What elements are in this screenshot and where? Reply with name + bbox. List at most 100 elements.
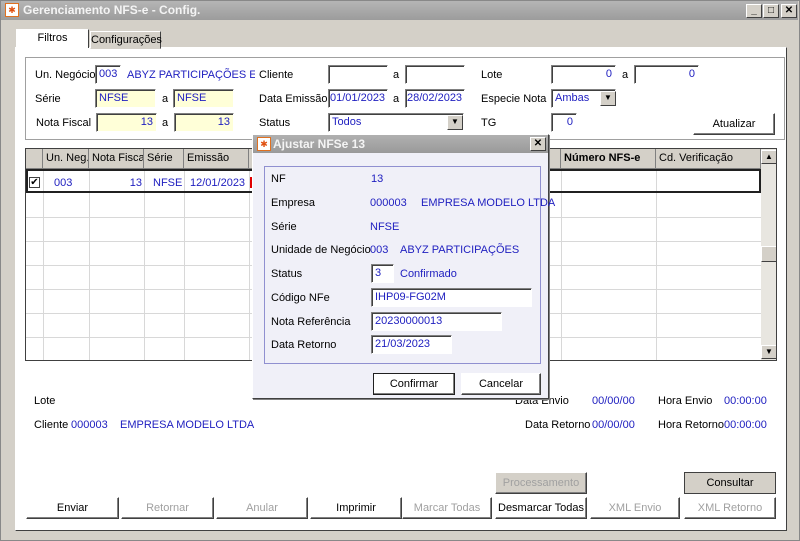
nota-referencia-input[interactable]: 20230000013 — [371, 312, 502, 331]
serie-value: NFSE — [370, 221, 400, 233]
column-header-serie[interactable]: Série — [144, 149, 184, 169]
to-label: a — [622, 69, 629, 81]
column-header-un-neg[interactable]: Un. Neg. — [43, 149, 89, 169]
column-header-check — [26, 149, 43, 169]
scroll-up-icon[interactable]: ▲ — [761, 150, 776, 164]
chevron-down-icon[interactable]: ▼ — [447, 115, 463, 130]
scroll-thumb[interactable] — [761, 246, 776, 262]
processamento-button[interactable]: Processamento — [495, 472, 587, 494]
minimize-button[interactable]: _ — [746, 4, 762, 18]
serie-from-input[interactable]: NFSE — [95, 89, 156, 108]
data-retorno-value: 00/00/00 — [592, 419, 635, 431]
marcar-todas-button[interactable]: Marcar Todas — [402, 497, 492, 519]
status-label: Status — [271, 268, 303, 280]
retornar-button[interactable]: Retornar — [121, 497, 214, 519]
tab-configuracoes[interactable]: Configurações — [90, 31, 162, 49]
scroll-down-icon[interactable]: ▼ — [761, 345, 776, 359]
ajustar-nfse-dialog: Ajustar NFSe 13 ✱ ✕ NF 13 Empresa 000003… — [252, 134, 555, 399]
column-header-numero-nfse[interactable]: Número NFS-e — [561, 149, 656, 169]
data-retorno-label: Data Retorno — [271, 339, 337, 351]
lote-detail-label: Lote — [34, 395, 56, 407]
data-emissao-label: Data Emissão — [259, 93, 328, 105]
row-checkbox[interactable]: ✔ — [29, 177, 40, 188]
un-negocio-name: ABYZ PARTICIPAÇÕES E INV — [127, 69, 255, 81]
column-header-nota-fiscal[interactable]: Nota Fiscal — [89, 149, 144, 169]
data-retorno-label: Data Retorno — [525, 419, 591, 431]
status-select[interactable]: Todos — [328, 113, 464, 132]
serie-to-input[interactable]: NFSE — [173, 89, 234, 108]
enviar-button[interactable]: Enviar — [26, 497, 119, 519]
cliente-label: Cliente — [259, 69, 294, 81]
cliente-to-input[interactable] — [405, 65, 465, 84]
title-bar[interactable]: Gerenciamento NFS-e - Config. — [1, 1, 798, 20]
tab-filtros[interactable]: Filtros — [16, 29, 89, 48]
codigo-label: Código NFe — [271, 292, 330, 304]
serie-label: Série — [35, 93, 61, 105]
un-negocio-label: Un. Negócio — [35, 69, 96, 81]
column-header-emissao[interactable]: Emissão — [184, 149, 249, 169]
anular-button[interactable]: Anular — [216, 497, 308, 519]
status-label: Status — [259, 117, 291, 129]
dialog-title: Ajustar NFSe 13 — [273, 137, 366, 151]
nota-from-input[interactable]: 13 — [96, 113, 157, 132]
unidade-name: ABYZ PARTICIPAÇÕES — [400, 244, 520, 256]
consultar-protocolo-button[interactable]: Consultar Protocolo — [684, 472, 776, 509]
to-label: a — [393, 69, 400, 81]
chevron-down-icon[interactable]: ▼ — [600, 91, 616, 106]
serie-label: Série — [271, 221, 297, 233]
cliente-from-input[interactable] — [328, 65, 388, 84]
un-negocio-input[interactable]: 003 — [95, 65, 121, 84]
xml-envio-button[interactable]: XML Envio — [590, 497, 680, 519]
nota-to-input[interactable]: 13 — [174, 113, 234, 132]
cell-un-neg: 003 — [54, 177, 73, 189]
atualizar-button[interactable]: Atualizar — [693, 113, 775, 135]
especie-select[interactable]: Ambas — [551, 89, 616, 108]
data-from-input[interactable]: 01/01/2023 — [328, 89, 388, 108]
codigo-nfe-input[interactable]: IHP09-FG02M — [371, 288, 532, 307]
hora-envio-value: 00:00:00 — [724, 395, 767, 407]
especie-label: Especie Nota — [481, 93, 547, 105]
app-icon: ✱ — [5, 3, 19, 17]
data-envio-value: 00/00/00 — [592, 395, 635, 407]
hora-retorno-label: Hora Retorno — [658, 419, 725, 431]
tg-input[interactable]: 0 — [551, 113, 577, 132]
especie-value: Ambas — [555, 92, 590, 104]
empresa-name: EMPRESA MODELO LTDA — [421, 197, 556, 209]
tg-label: TG — [481, 117, 497, 129]
app-icon: ✱ — [257, 137, 271, 151]
cliente-code: 000003 — [71, 419, 108, 431]
to-label: a — [393, 93, 400, 105]
column-header-cd-verificacao[interactable]: Cd. Verificação — [656, 149, 761, 169]
lote-to-input[interactable]: 0 — [634, 65, 699, 84]
to-label: a — [162, 117, 169, 129]
xml-retorno-button[interactable]: XML Retorno — [684, 497, 776, 519]
nota-ref-label: Nota Referência — [271, 316, 351, 328]
nota-fiscal-label: Nota Fiscal — [36, 117, 92, 129]
unidade-code: 003 — [370, 244, 389, 256]
lote-from-input[interactable]: 0 — [551, 65, 616, 84]
window-title: Gerenciamento NFS-e - Config. — [23, 3, 201, 17]
hora-retorno-value: 00:00:00 — [724, 419, 767, 431]
dialog-group — [264, 166, 541, 364]
cancelar-button[interactable]: Cancelar — [461, 373, 541, 395]
empresa-label: Empresa — [271, 197, 316, 209]
data-retorno-input[interactable]: 21/03/2023 — [371, 335, 452, 354]
cliente-detail-label: Cliente — [34, 419, 69, 431]
cell-nota: 13 — [129, 177, 142, 189]
status-name: Confirmado — [400, 268, 457, 280]
dialog-title-bar[interactable]: Ajustar NFSe 13 — [253, 135, 548, 153]
status-value: Todos — [332, 116, 362, 128]
data-to-input[interactable]: 28/02/2023 — [405, 89, 465, 108]
lote-label: Lote — [481, 69, 503, 81]
cell-emissao: 12/01/2023 — [190, 177, 246, 189]
dialog-close-button[interactable]: ✕ — [530, 137, 546, 151]
desmarcar-todas-button[interactable]: Desmarcar Todas — [495, 497, 587, 519]
confirmar-button[interactable]: Confirmar — [373, 373, 455, 395]
cliente-name: EMPRESA MODELO LTDA — [120, 419, 255, 431]
nf-label: NF — [271, 173, 286, 185]
nf-value: 13 — [371, 173, 384, 185]
imprimir-button[interactable]: Imprimir — [310, 497, 402, 519]
status-code-input[interactable]: 3 — [371, 264, 394, 283]
maximize-button[interactable]: □ — [763, 4, 779, 18]
close-button[interactable]: ✕ — [781, 4, 797, 18]
